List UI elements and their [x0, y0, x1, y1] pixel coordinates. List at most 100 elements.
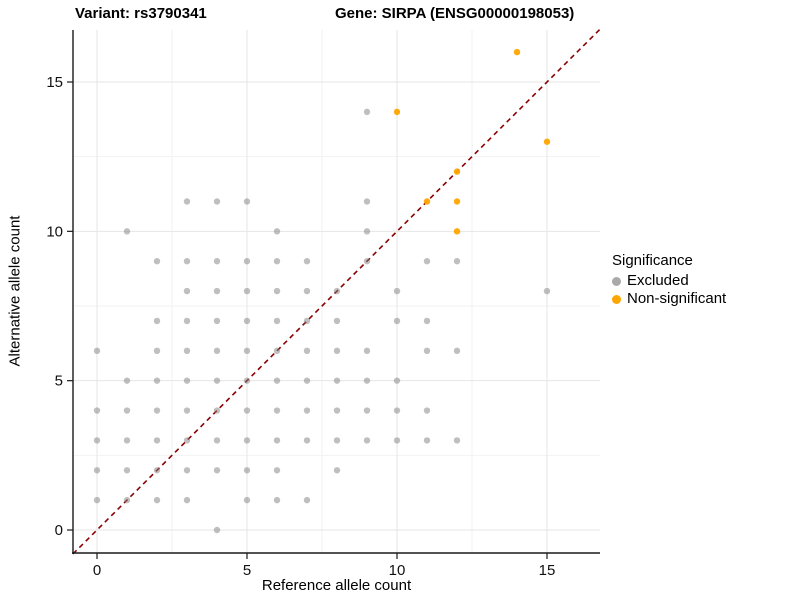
- non-significant-points-group: [393, 48, 551, 235]
- data-point: [423, 437, 431, 444]
- data-point: [243, 317, 251, 325]
- data-point: [183, 198, 191, 205]
- x-tick-label: 15: [539, 562, 556, 579]
- data-point: [213, 407, 221, 414]
- data-point: [273, 467, 281, 474]
- data-point: [273, 377, 281, 384]
- legend-item-excluded: Excluded: [612, 272, 726, 290]
- legend-item-non-significant: Non-significant: [612, 290, 726, 308]
- data-point: [423, 347, 431, 354]
- data-point: [213, 437, 221, 444]
- data-point: [363, 198, 371, 205]
- y-tick-label: 5: [55, 373, 63, 390]
- data-point: [153, 407, 161, 414]
- data-point: [303, 437, 311, 444]
- data-point: [303, 258, 311, 265]
- data-point: [93, 496, 101, 504]
- data-point: [363, 258, 371, 265]
- data-point: [393, 407, 401, 414]
- data-point: [213, 317, 221, 325]
- data-point: [303, 377, 311, 384]
- legend-item-label: Non-significant: [627, 290, 727, 307]
- data-point: [333, 377, 341, 384]
- data-point: [243, 347, 251, 354]
- y-tick-label: 10: [46, 223, 63, 240]
- data-point: [213, 347, 221, 354]
- data-point: [123, 437, 131, 444]
- data-point: [243, 467, 251, 474]
- data-point: [393, 317, 401, 325]
- data-point: [123, 467, 131, 474]
- data-point: [333, 347, 341, 354]
- grid-minor: [73, 30, 600, 553]
- data-point: [183, 467, 191, 474]
- data-point: [363, 377, 371, 384]
- x-tick-label: 10: [389, 562, 406, 579]
- data-point: [153, 496, 161, 504]
- data-point: [123, 377, 131, 384]
- y-axis: 0 5 10 15: [46, 30, 74, 554]
- data-point: [303, 287, 311, 295]
- data-point: [123, 228, 131, 235]
- data-point: [393, 437, 401, 444]
- data-point: [423, 317, 431, 325]
- data-point: [243, 258, 251, 265]
- data-point: [363, 407, 371, 414]
- data-point: [423, 407, 431, 414]
- data-point: [123, 407, 131, 414]
- data-point: [153, 258, 161, 265]
- data-point: [183, 287, 191, 295]
- data-point: [93, 407, 101, 414]
- data-point: [363, 108, 371, 116]
- data-point: [513, 48, 521, 56]
- y-tick-label: 0: [55, 522, 63, 539]
- data-point: [303, 496, 311, 504]
- plot-title-variant: Variant: rs3790341: [75, 5, 207, 22]
- legend: Significance Excluded Non-significant: [612, 252, 726, 308]
- data-point: [423, 258, 431, 265]
- excluded-points-group: [93, 108, 551, 534]
- data-point: [213, 377, 221, 384]
- data-point: [213, 526, 221, 534]
- data-point: [543, 138, 551, 145]
- data-point: [123, 496, 131, 504]
- data-point: [273, 258, 281, 265]
- data-point: [273, 287, 281, 295]
- data-point: [453, 168, 461, 175]
- y-axis-title: Alternative allele count: [6, 215, 24, 367]
- legend-title: Significance: [612, 252, 693, 269]
- data-point: [333, 407, 341, 414]
- data-point: [333, 287, 341, 295]
- data-point: [243, 407, 251, 414]
- data-point: [273, 347, 281, 354]
- data-point: [243, 287, 251, 295]
- data-point: [303, 317, 311, 325]
- data-point: [183, 496, 191, 504]
- data-point: [183, 377, 191, 384]
- data-point: [453, 258, 461, 265]
- data-point: [363, 228, 371, 235]
- data-point: [543, 287, 551, 295]
- data-point: [213, 198, 221, 205]
- data-point: [453, 198, 461, 205]
- plot-title-gene: Gene: SIRPA (ENSG00000198053): [335, 5, 575, 22]
- data-point: [93, 467, 101, 474]
- data-point: [333, 317, 341, 325]
- data-point: [213, 287, 221, 295]
- data-point: [183, 258, 191, 265]
- data-point: [243, 198, 251, 205]
- data-point: [93, 347, 101, 354]
- data-point: [303, 407, 311, 414]
- data-point: [213, 258, 221, 265]
- data-point: [273, 496, 281, 504]
- data-point: [243, 377, 251, 384]
- data-point: [183, 437, 191, 444]
- data-point: [183, 407, 191, 414]
- data-point: [393, 108, 401, 116]
- data-point: [153, 347, 161, 354]
- x-axis-title: Reference allele count: [261, 577, 412, 594]
- legend-item-label: Excluded: [627, 272, 689, 289]
- data-point: [273, 317, 281, 325]
- data-point: [153, 377, 161, 384]
- data-point: [453, 437, 461, 444]
